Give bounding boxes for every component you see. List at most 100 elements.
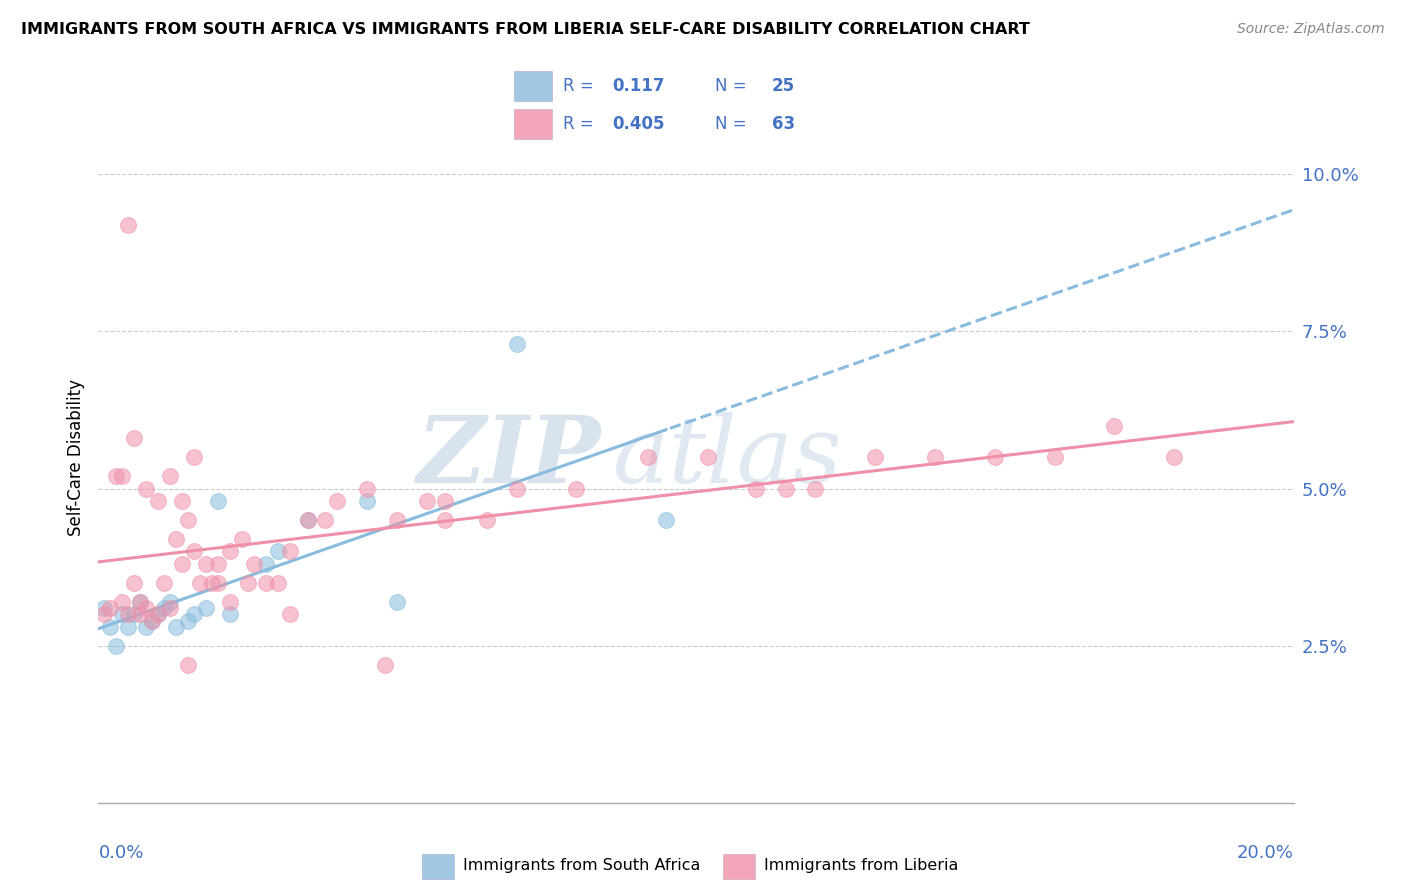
Point: [434, 513, 457, 527]
Point: [195, 601, 218, 615]
Point: [183, 544, 205, 558]
Point: [117, 620, 139, 634]
Point: [506, 482, 529, 496]
Point: [98, 620, 122, 634]
Point: [278, 544, 301, 558]
Point: [1104, 418, 1126, 433]
Point: [165, 620, 187, 634]
Point: [356, 494, 378, 508]
Point: [865, 450, 887, 464]
Point: [254, 557, 277, 571]
Text: 63: 63: [772, 115, 794, 133]
Point: [236, 575, 259, 590]
Point: [207, 494, 229, 508]
Y-axis label: Self-Care Disability: Self-Care Disability: [66, 378, 84, 536]
Point: [278, 607, 301, 622]
Point: [254, 575, 277, 590]
Point: [141, 614, 163, 628]
Point: [416, 494, 439, 508]
Point: [124, 431, 146, 445]
Point: [93, 601, 115, 615]
Text: ZIP: ZIP: [416, 412, 600, 502]
Text: N =: N =: [716, 115, 752, 133]
Point: [124, 575, 146, 590]
Point: [356, 482, 378, 496]
Point: [135, 620, 157, 634]
Text: IMMIGRANTS FROM SOUTH AFRICA VS IMMIGRANTS FROM LIBERIA SELF-CARE DISABILITY COR: IMMIGRANTS FROM SOUTH AFRICA VS IMMIGRAN…: [21, 22, 1031, 37]
Text: 25: 25: [772, 77, 794, 95]
Point: [243, 557, 266, 571]
FancyBboxPatch shape: [513, 71, 551, 101]
Point: [159, 601, 181, 615]
Point: [183, 607, 205, 622]
Point: [177, 513, 200, 527]
Point: [804, 482, 827, 496]
Point: [297, 513, 319, 527]
Point: [129, 607, 152, 622]
Point: [129, 595, 152, 609]
Point: [141, 614, 163, 628]
Point: [297, 513, 319, 527]
Point: [201, 575, 224, 590]
Point: [188, 575, 211, 590]
Point: [159, 595, 181, 609]
Point: [374, 657, 396, 672]
Point: [219, 544, 242, 558]
Point: [207, 575, 229, 590]
Point: [153, 601, 176, 615]
Text: atlas: atlas: [613, 412, 842, 502]
Text: 0.0%: 0.0%: [98, 844, 143, 863]
Point: [326, 494, 349, 508]
Point: [506, 337, 529, 351]
Point: [1163, 450, 1185, 464]
Point: [267, 575, 290, 590]
Point: [135, 601, 157, 615]
Point: [1043, 450, 1066, 464]
Point: [93, 607, 115, 622]
Point: [172, 494, 194, 508]
Point: [117, 607, 139, 622]
Point: [129, 595, 152, 609]
Point: [385, 595, 409, 609]
Point: [111, 469, 134, 483]
Point: [267, 544, 290, 558]
Point: [219, 595, 242, 609]
Text: 20.0%: 20.0%: [1237, 844, 1294, 863]
Text: Immigrants from Liberia: Immigrants from Liberia: [765, 858, 959, 872]
FancyBboxPatch shape: [422, 855, 454, 879]
Point: [775, 482, 797, 496]
Point: [148, 494, 170, 508]
Point: [98, 601, 122, 615]
Text: Immigrants from South Africa: Immigrants from South Africa: [463, 858, 700, 872]
Point: [124, 607, 146, 622]
FancyBboxPatch shape: [513, 109, 551, 139]
FancyBboxPatch shape: [723, 855, 755, 879]
Point: [177, 657, 200, 672]
Text: R =: R =: [562, 115, 599, 133]
Point: [385, 513, 409, 527]
Point: [177, 614, 200, 628]
Point: [172, 557, 194, 571]
Point: [195, 557, 218, 571]
Point: [183, 450, 205, 464]
Text: 0.405: 0.405: [613, 115, 665, 133]
Point: [148, 607, 170, 622]
Point: [231, 532, 253, 546]
Text: R =: R =: [562, 77, 599, 95]
Point: [219, 607, 242, 622]
Point: [565, 482, 588, 496]
Point: [159, 469, 181, 483]
Text: 0.117: 0.117: [613, 77, 665, 95]
Text: N =: N =: [716, 77, 752, 95]
Point: [434, 494, 457, 508]
Point: [637, 450, 659, 464]
Point: [111, 595, 134, 609]
Point: [924, 450, 946, 464]
Point: [655, 513, 678, 527]
Point: [697, 450, 720, 464]
Point: [111, 607, 134, 622]
Point: [105, 639, 128, 653]
Point: [745, 482, 768, 496]
Point: [148, 607, 170, 622]
Point: [475, 513, 498, 527]
